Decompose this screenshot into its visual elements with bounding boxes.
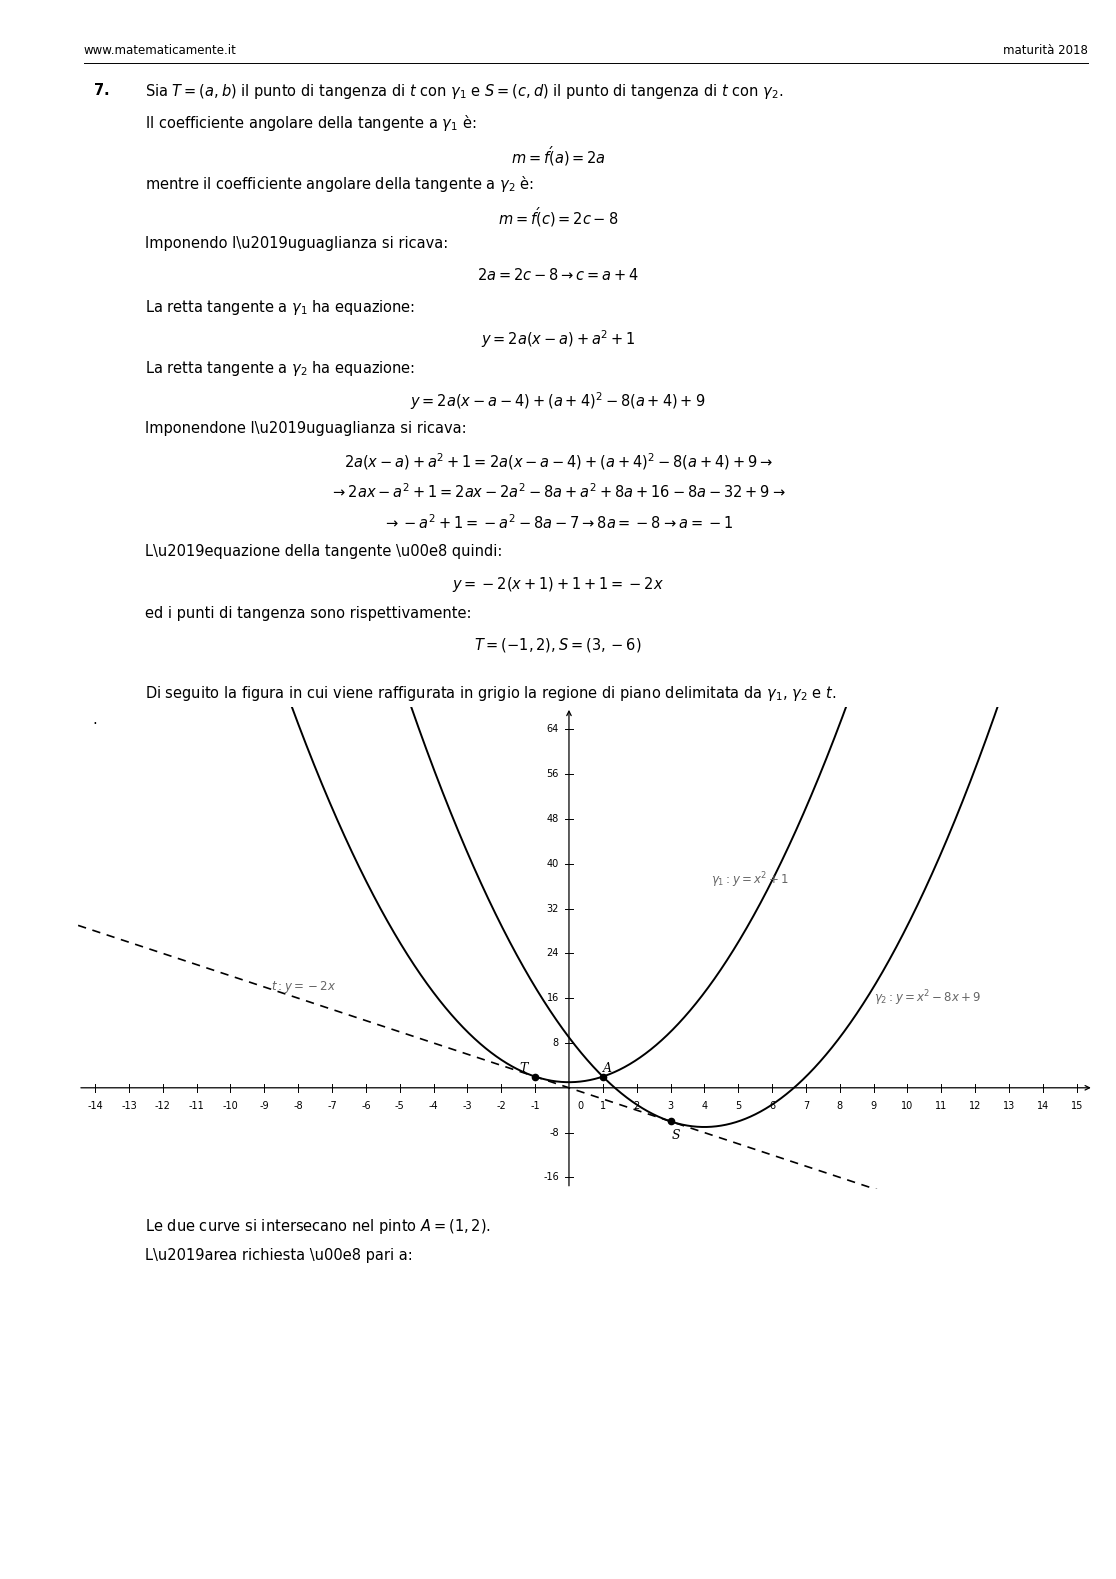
Text: -1: -1: [530, 1101, 540, 1112]
Text: $m = f\'(c) = 2c - 8$: $m = f\'(c) = 2c - 8$: [498, 205, 618, 229]
Text: 40: 40: [547, 859, 559, 868]
Text: 14: 14: [1037, 1101, 1049, 1112]
Text: 24: 24: [547, 949, 559, 958]
Text: Il coefficiente angolare della tangente a $\gamma_1$ è:: Il coefficiente angolare della tangente …: [145, 114, 477, 133]
Text: Le due curve si intersecano nel pinto $A = (1, 2)$.: Le due curve si intersecano nel pinto $A…: [145, 1217, 491, 1236]
Text: .: .: [93, 712, 97, 726]
Text: -10: -10: [222, 1101, 239, 1112]
Text: S: S: [672, 1129, 680, 1142]
Text: -8: -8: [549, 1127, 559, 1137]
Text: Imponendo l\u2019uguaglianza si ricava:: Imponendo l\u2019uguaglianza si ricava:: [145, 235, 449, 251]
Text: $y = 2a(x - a - 4) + (a + 4)^2 - 8(a + 4) + 9$: $y = 2a(x - a - 4) + (a + 4)^2 - 8(a + 4…: [411, 390, 705, 412]
Text: 13: 13: [1003, 1101, 1016, 1112]
Text: T: T: [519, 1061, 528, 1075]
Text: 15: 15: [1070, 1101, 1083, 1112]
Text: $y = -2(x + 1) + 1 + 1 = -2x$: $y = -2(x + 1) + 1 + 1 = -2x$: [452, 575, 664, 594]
Text: 0: 0: [577, 1101, 584, 1112]
Text: maturità 2018: maturità 2018: [1003, 44, 1088, 57]
Text: ed i punti di tangenza sono rispettivamente:: ed i punti di tangenza sono rispettivame…: [145, 605, 472, 621]
Text: 8: 8: [837, 1101, 843, 1112]
Text: -8: -8: [294, 1101, 302, 1112]
Text: $\mathbf{7.}$: $\mathbf{7.}$: [93, 82, 109, 98]
Text: L\u2019equazione della tangente \u00e8 quindi:: L\u2019equazione della tangente \u00e8 q…: [145, 543, 502, 559]
Text: 10: 10: [902, 1101, 914, 1112]
Text: -7: -7: [327, 1101, 337, 1112]
Text: 2: 2: [634, 1101, 639, 1112]
Text: $T = (-1, 2), S = (3, -6)$: $T = (-1, 2), S = (3, -6)$: [474, 636, 642, 654]
Text: 6: 6: [769, 1101, 776, 1112]
Text: $\gamma_2 : y = x^2 - 8x + 9$: $\gamma_2 : y = x^2 - 8x + 9$: [874, 988, 981, 1007]
Text: 48: 48: [547, 815, 559, 824]
Text: A: A: [604, 1061, 613, 1075]
Text: La retta tangente a $\gamma_1$ ha equazione:: La retta tangente a $\gamma_1$ ha equazi…: [145, 297, 415, 317]
Text: Imponendone l\u2019uguaglianza si ricava:: Imponendone l\u2019uguaglianza si ricava…: [145, 420, 466, 436]
Text: $2a(x - a) + a^2 + 1 = 2a(x - a - 4) + (a + 4)^2 - 8(a + 4) + 9 \rightarrow$: $2a(x - a) + a^2 + 1 = 2a(x - a - 4) + (…: [344, 452, 772, 472]
Text: -12: -12: [155, 1101, 171, 1112]
Text: 9: 9: [870, 1101, 877, 1112]
Text: -6: -6: [362, 1101, 371, 1112]
Text: 4: 4: [701, 1101, 708, 1112]
Text: -14: -14: [87, 1101, 103, 1112]
Text: -9: -9: [260, 1101, 269, 1112]
Text: $\gamma_1 : y = x^2 + 1$: $\gamma_1 : y = x^2 + 1$: [711, 870, 789, 891]
Text: Sia $T = (a, b)$ il punto di tangenza di $t$ con $\gamma_1$ e $S = (c, d)$ il pu: Sia $T = (a, b)$ il punto di tangenza di…: [145, 82, 783, 101]
Text: 16: 16: [547, 993, 559, 1003]
Text: -3: -3: [463, 1101, 472, 1112]
Text: 11: 11: [935, 1101, 947, 1112]
Text: 8: 8: [552, 1037, 559, 1048]
Text: -2: -2: [497, 1101, 507, 1112]
Text: $\rightarrow 2ax - a^2 + 1 = 2ax - 2a^2 - 8a + a^2 + 8a + 16 - 8a - 32 + 9 \righ: $\rightarrow 2ax - a^2 + 1 = 2ax - 2a^2 …: [330, 482, 786, 501]
Text: -13: -13: [121, 1101, 137, 1112]
Text: $\rightarrow -a^2 + 1 = -a^2 - 8a - 7 \rightarrow 8a = -8 \rightarrow a = -1$: $\rightarrow -a^2 + 1 = -a^2 - 8a - 7 \r…: [383, 513, 733, 532]
Text: 12: 12: [969, 1101, 981, 1112]
Text: 5: 5: [735, 1101, 741, 1112]
Text: L\u2019area richiesta \u00e8 pari a:: L\u2019area richiesta \u00e8 pari a:: [145, 1247, 413, 1263]
Text: $2a = 2c - 8 \rightarrow c = a + 4$: $2a = 2c - 8 \rightarrow c = a + 4$: [477, 267, 639, 283]
Text: www.matematicamente.it: www.matematicamente.it: [84, 44, 237, 57]
Text: 3: 3: [667, 1101, 674, 1112]
Text: $t : y = -2x$: $t : y = -2x$: [271, 979, 337, 995]
Text: -5: -5: [395, 1101, 405, 1112]
Text: 32: 32: [547, 903, 559, 914]
Text: La retta tangente a $\gamma_2$ ha equazione:: La retta tangente a $\gamma_2$ ha equazi…: [145, 358, 415, 379]
Text: mentre il coefficiente angolare della tangente a $\gamma_2$ è:: mentre il coefficiente angolare della ta…: [145, 174, 535, 194]
Text: 56: 56: [547, 769, 559, 778]
Text: -16: -16: [543, 1172, 559, 1183]
Text: -4: -4: [429, 1101, 439, 1112]
Text: 7: 7: [802, 1101, 809, 1112]
Text: $y = 2a(x - a) + a^2 + 1$: $y = 2a(x - a) + a^2 + 1$: [481, 328, 635, 351]
Text: 1: 1: [599, 1101, 606, 1112]
Text: $m = f\'(a) = 2a$: $m = f\'(a) = 2a$: [510, 144, 606, 167]
Text: Di seguito la figura in cui viene raffigurata in grigio la regione di piano deli: Di seguito la figura in cui viene raffig…: [145, 684, 836, 703]
Text: 64: 64: [547, 725, 559, 734]
Text: -11: -11: [189, 1101, 204, 1112]
